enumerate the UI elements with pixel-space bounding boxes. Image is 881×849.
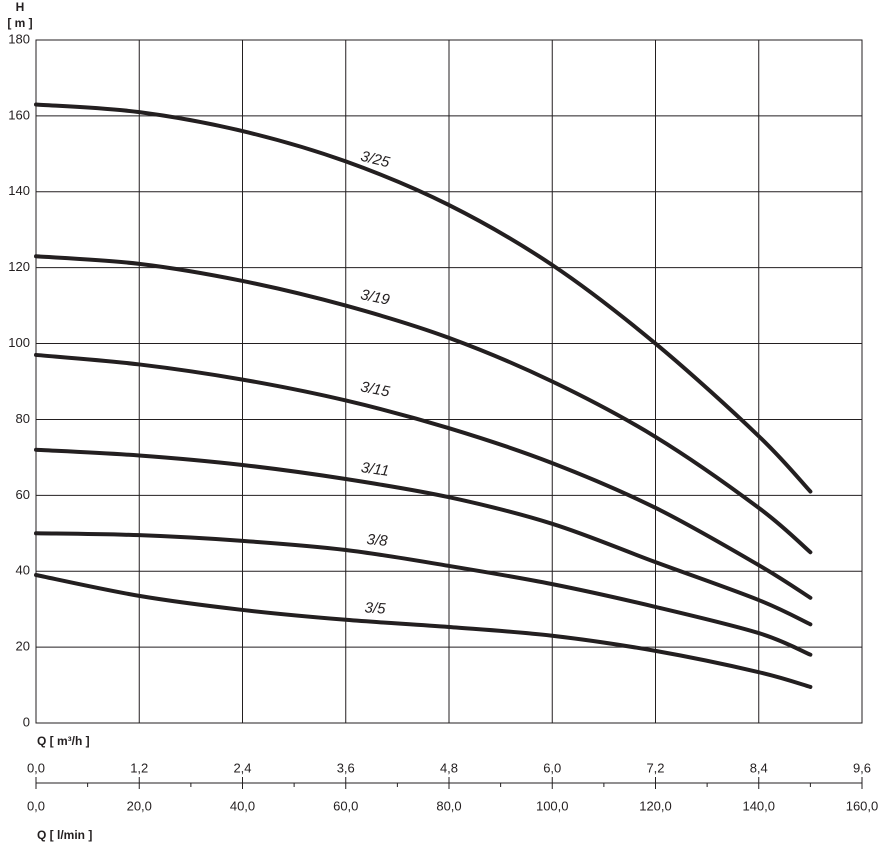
x2-axis-label: Q [ l/min ] [37, 828, 92, 842]
y-tick-label: 0 [23, 714, 30, 729]
x2-tick-label: 40,0 [230, 798, 255, 813]
y-tick-label: 40 [16, 563, 30, 578]
plot-frame [35, 39, 863, 724]
x2-tick-label: 80,0 [436, 798, 461, 813]
y-tick-label: 120 [8, 259, 30, 274]
x-tick-label: 7,2 [646, 760, 664, 775]
y-tick-label: 80 [16, 411, 30, 426]
y-tick-label: 140 [8, 183, 30, 198]
y-tick-label: 160 [8, 107, 30, 122]
curve [34, 102, 813, 494]
x-tick-label: 8,4 [750, 760, 768, 775]
y-tick-label: 100 [8, 335, 30, 350]
x2-tick-label: 140,0 [742, 798, 775, 813]
x2-tick-label: 20,0 [127, 798, 152, 813]
x2-tick-label: 0,0 [27, 798, 45, 813]
x-tick-label: 1,2 [130, 760, 148, 775]
curve [34, 352, 813, 600]
y-axis-unit: [ m ] [7, 16, 32, 30]
x-tick-label: 6,0 [543, 760, 561, 775]
curve [34, 573, 813, 689]
curve-label: 3/15 [359, 378, 392, 400]
curve-label: 3/5 [364, 599, 386, 617]
y-tick-label: 180 [8, 31, 30, 46]
x-tick-label: 0,0 [27, 760, 45, 775]
x-axis-label: Q [ m³/h ] [37, 734, 90, 748]
curve-label: 3/8 [366, 531, 389, 550]
curve-label: 3/19 [359, 286, 392, 309]
x-tick-label: 4,8 [440, 760, 458, 775]
y-tick-label: 60 [16, 487, 30, 502]
curve-label: 3/11 [360, 459, 390, 480]
x2-tick-label: 160,0 [846, 798, 879, 813]
curve [34, 447, 813, 627]
x-tick-label: 2,4 [233, 760, 251, 775]
curve-label: 3/25 [359, 148, 392, 172]
x2-tick-label: 100,0 [536, 798, 569, 813]
x-tick-label: 3,6 [337, 760, 355, 775]
y-axis-label: H [16, 0, 25, 14]
x-tick-label: 9,6 [853, 760, 871, 775]
curve [34, 254, 813, 555]
curve [34, 531, 813, 657]
x2-tick-label: 120,0 [639, 798, 672, 813]
y-tick-label: 20 [16, 639, 30, 654]
x2-tick-label: 60,0 [333, 798, 358, 813]
